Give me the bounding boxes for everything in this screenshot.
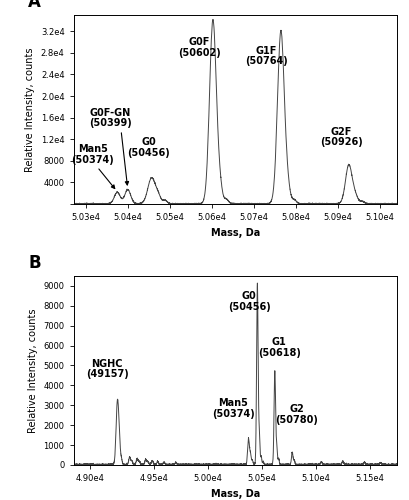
Text: G0
(50456): G0 (50456): [228, 291, 270, 312]
Text: NGHC
(49157): NGHC (49157): [85, 358, 128, 380]
Text: G2F
(50926): G2F (50926): [320, 126, 363, 148]
Text: A: A: [28, 0, 41, 11]
Text: G0
(50456): G0 (50456): [127, 138, 170, 158]
X-axis label: Mass, Da: Mass, Da: [211, 228, 260, 237]
Text: G2
(50780): G2 (50780): [275, 404, 318, 425]
Text: Man5
(50374): Man5 (50374): [211, 398, 254, 419]
Text: G1
(50618): G1 (50618): [258, 336, 301, 357]
Text: G1F
(50764): G1F (50764): [245, 46, 288, 66]
Text: B: B: [28, 254, 41, 272]
Y-axis label: Relative Intensity, counts: Relative Intensity, counts: [28, 308, 38, 432]
Text: Man5
(50374): Man5 (50374): [72, 144, 114, 165]
Text: G0F
(50602): G0F (50602): [178, 38, 221, 58]
Text: G0F-GN
(50399): G0F-GN (50399): [89, 108, 132, 128]
Y-axis label: Relative Intensity, counts: Relative Intensity, counts: [25, 48, 35, 172]
X-axis label: Mass, Da: Mass, Da: [211, 488, 260, 498]
